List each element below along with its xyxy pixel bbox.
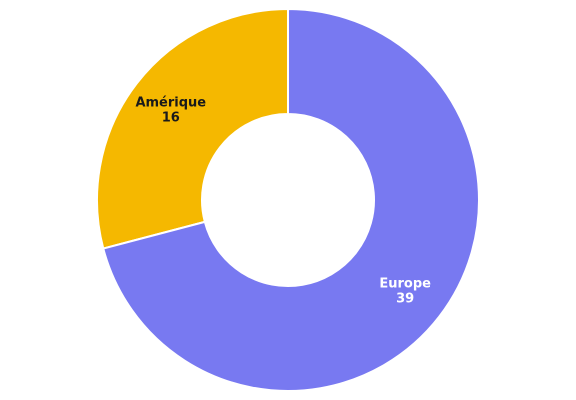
slice-label-value: 16 [162,111,180,126]
slice-amerique [96,7,289,250]
slice-label-name: Europe [379,276,431,291]
slice-label-name: Amérique [135,96,206,111]
slice-europe [102,7,480,392]
chart-slices [96,7,480,392]
slice-label-value: 39 [396,291,414,306]
